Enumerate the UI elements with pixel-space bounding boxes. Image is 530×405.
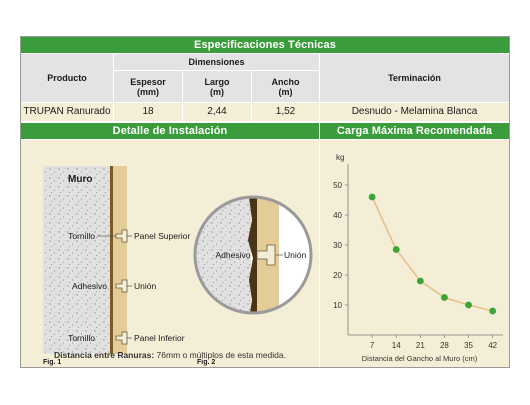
data-point — [416, 277, 424, 285]
screw-top-icon — [115, 229, 128, 243]
x-tick-label: 42 — [488, 341, 497, 350]
y-tick-label: 30 — [333, 241, 342, 250]
cell-espesor: 18 — [114, 103, 182, 121]
x-axis-label: Distancia del Gancho al Muro (cm) — [362, 354, 478, 363]
fig2-label-adhesivo: Adhesivo — [216, 250, 251, 260]
col-terminacion: Terminación — [320, 54, 509, 102]
col-largo: Largo (m) — [183, 71, 251, 102]
x-tick-label: 7 — [370, 341, 375, 350]
x-tick-label: 35 — [464, 341, 473, 350]
specs-title: Especificaciones Técnicas — [21, 37, 509, 53]
chart-title: Carga Máxima Recomendada — [320, 123, 509, 139]
data-point — [489, 307, 497, 315]
cell-terminacion: Desnudo - Melamina Blanca — [320, 103, 509, 121]
installation-panel: Muro Tornillo Adhesivo Tornillo Panel Su… — [21, 140, 319, 367]
y-tick-label: 50 — [333, 181, 342, 190]
zoom-circle-outline — [193, 195, 313, 315]
adhesive-strip — [110, 166, 113, 354]
fig2-label-union: Unión — [284, 250, 306, 260]
cell-ancho: 1,52 — [252, 103, 319, 121]
col-largo-label: Largo — [204, 76, 230, 87]
data-point — [368, 193, 376, 201]
y-axis-label: kg — [336, 153, 344, 162]
label-tornillo-bottom: Tornillo — [68, 333, 95, 343]
union-slot-icon — [115, 279, 128, 293]
installation-diagram: Muro Tornillo Adhesivo Tornillo Panel Su… — [43, 166, 313, 366]
x-tick-label: 14 — [392, 341, 401, 350]
y-tick-label: 10 — [333, 301, 342, 310]
x-tick-label: 21 — [416, 341, 425, 350]
chart-panel: 10 20 30 40 50 7 14 21 28 35 42 kg Distancia del Gan… — [320, 140, 509, 367]
y-tick-label: 20 — [333, 271, 342, 280]
label-adhesivo: Adhesivo — [72, 281, 107, 291]
cell-largo: 2,44 — [183, 103, 251, 121]
wall-label: Muro — [68, 174, 92, 185]
x-tick-label: 28 — [440, 341, 449, 350]
label-union: Unión — [134, 281, 156, 291]
note-rest: 76mm o múltiplos de esta medida. — [154, 350, 286, 360]
slot-distance-note: Distancia entre Ranuras: 76mm o múltiplo… — [21, 350, 319, 364]
col-espesor-label: Espesor — [130, 76, 166, 87]
fig1-caption: Fig. 1 — [43, 359, 61, 366]
wood-panel — [113, 166, 127, 354]
col-largo-unit: (m) — [210, 86, 224, 97]
col-espesor: Espesor (mm) — [114, 71, 182, 102]
data-point — [465, 301, 472, 309]
y-tick-label: 40 — [333, 211, 342, 220]
label-panel-inferior: Panel Inferior — [134, 333, 185, 343]
data-point — [441, 294, 448, 301]
col-espesor-unit: (mm) — [137, 86, 159, 97]
cell-producto: TRUPAN Ranurado — [21, 103, 113, 121]
installation-title: Detalle de Instalación — [21, 123, 319, 139]
data-point — [392, 246, 400, 253]
load-chart: 10 20 30 40 50 7 14 21 28 35 42 kg Distancia del Gan… — [333, 153, 503, 363]
col-ancho-unit: (m) — [278, 86, 293, 97]
col-producto: Producto — [21, 54, 113, 102]
label-tornillo-top: Tornillo — [68, 231, 95, 241]
screw-bottom-icon — [115, 331, 128, 345]
series-line — [371, 196, 493, 312]
label-panel-superior: Panel Superior — [134, 231, 190, 241]
fig2-caption: Fig. 2 — [197, 359, 215, 366]
col-ancho-label: Ancho — [271, 76, 300, 87]
col-dimensiones: Dimensiones — [114, 54, 319, 70]
note-bold: Distancia entre Ranuras: — [54, 350, 155, 360]
spec-sheet: Especificaciones Técnicas Producto Dimen… — [20, 36, 510, 368]
wall-concrete — [43, 166, 110, 354]
col-ancho: Ancho (m) — [252, 71, 319, 102]
